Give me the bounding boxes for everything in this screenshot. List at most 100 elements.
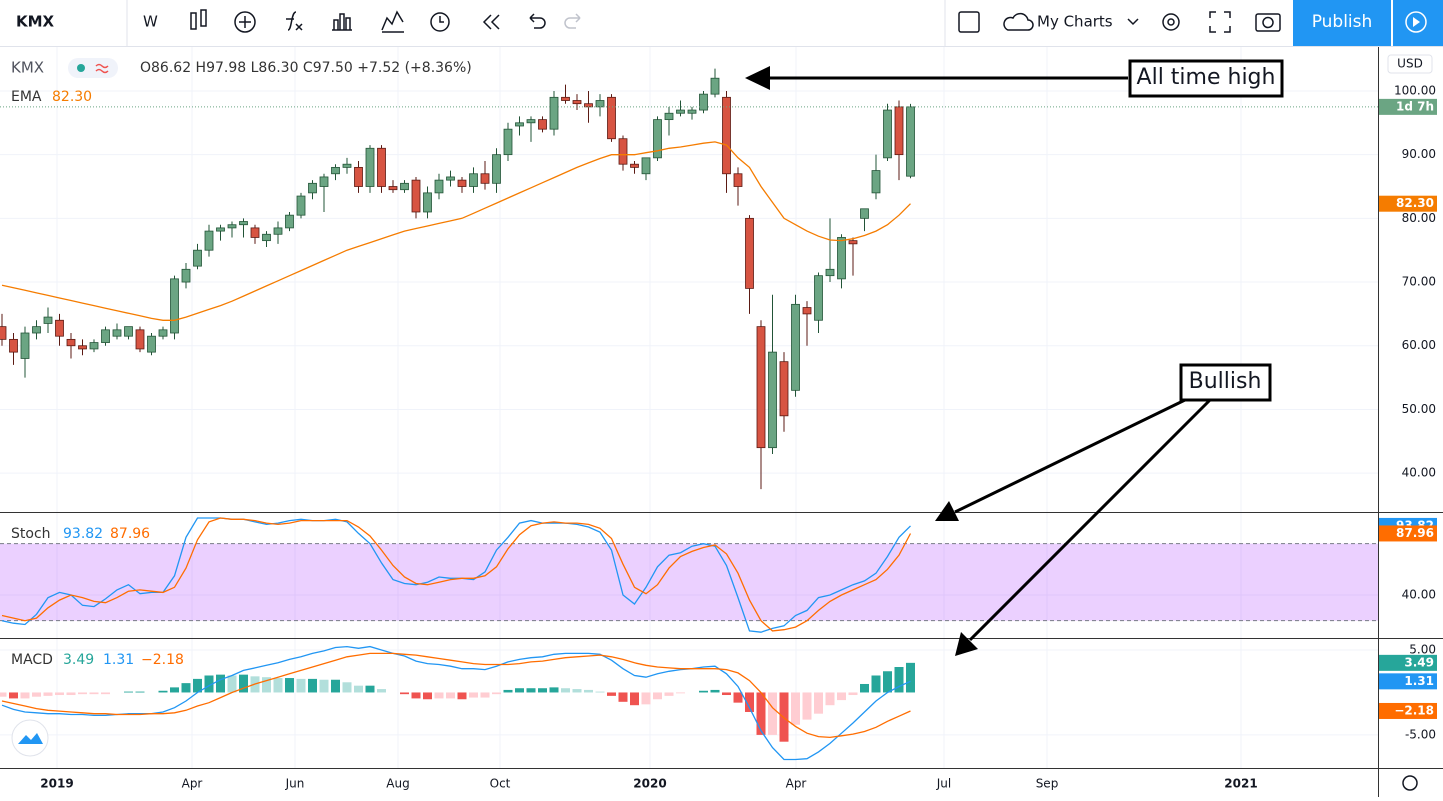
toolbar-bg [0, 0, 1443, 46]
candle-body [388, 186, 398, 191]
redo-icon[interactable] [564, 13, 581, 29]
histogram-bar [572, 689, 582, 693]
publish-button[interactable] [1293, 0, 1391, 46]
x-tick-label: Jul [936, 777, 951, 791]
macd-hist-value: 3.49 [63, 652, 94, 668]
settings-icon[interactable] [1162, 13, 1180, 31]
templates-icon[interactable] [381, 10, 404, 33]
symbol[interactable]: KMX [16, 13, 55, 31]
legend-symbol: KMX [11, 59, 44, 77]
currency-box[interactable] [1387, 54, 1433, 74]
candle-body [653, 119, 662, 159]
candle-body [538, 119, 547, 130]
candle-body [32, 326, 41, 334]
candle-body [894, 106, 904, 156]
y-tick-label: 70.00 [1402, 275, 1436, 289]
histogram-bar [641, 692, 651, 705]
candle-body [641, 157, 651, 175]
candle-body [848, 240, 858, 245]
y-tick-label: 40.00 [1402, 588, 1436, 602]
histogram-bar [0, 692, 7, 697]
histogram-bar [227, 675, 237, 693]
candle-body [745, 217, 754, 289]
x-tick-label: 2021 [1224, 777, 1257, 791]
x-tick-label: Oct [490, 777, 511, 791]
layout-name[interactable]: My Charts [1037, 13, 1113, 31]
ema-line [1, 141, 911, 321]
candle-body [112, 329, 122, 337]
legend: KMX O86.62 H97.98 L86.30 C97.50 +7.52 (+… [11, 58, 472, 757]
axes: USD 2019 Apr Jun Aug Oct 2020 Apr Jul Sep 2021 40.… [0, 47, 1443, 797]
ema-legend-value: 82.30 [52, 89, 92, 105]
annotation-arrow [954, 398, 1186, 514]
candle-body [250, 227, 260, 238]
annotation-box[interactable] [1128, 59, 1284, 98]
toolbar-icons [190, 9, 1281, 33]
x-tick-label: Sep [1036, 777, 1059, 791]
undo-icon[interactable] [529, 13, 546, 29]
candle-body [89, 342, 99, 350]
snapshot-icon[interactable] [1255, 13, 1281, 32]
logo[interactable] [11, 719, 49, 757]
y-tick-label: 80.00 [1402, 211, 1436, 225]
candle-body [722, 96, 731, 175]
y-tick-label: 50.00 [1402, 402, 1436, 416]
histogram-bar [457, 692, 467, 700]
price-axis-bg [1378, 47, 1443, 797]
status-wave [95, 63, 109, 74]
dropdown-icon[interactable] [1127, 18, 1139, 26]
histogram-bar [9, 692, 18, 699]
hist-badge: 3.49 [1404, 655, 1434, 669]
stoch-line [1, 517, 912, 632]
annotation-box[interactable] [1179, 363, 1272, 402]
y-tick-label: 40.00 [1402, 466, 1436, 480]
candle-body [480, 173, 490, 184]
candle-icon[interactable] [200, 9, 207, 27]
logo-mark [18, 733, 43, 744]
publish-label[interactable]: Publish [1312, 12, 1373, 32]
histogram-bar [814, 692, 823, 714]
histogram-bar [883, 671, 892, 693]
annotation-text: All time high [1137, 65, 1276, 90]
candle-body [469, 173, 478, 187]
alert-hands [439, 16, 444, 23]
macd-badge-bg [1379, 673, 1437, 690]
axis-settings[interactable] [1402, 775, 1418, 791]
candle-body [400, 182, 409, 191]
layout-icon[interactable] [958, 11, 980, 33]
histogram-bar [480, 692, 490, 698]
annotations: All time high Bullish [745, 59, 1284, 656]
candle-body [503, 128, 513, 156]
interval[interactable]: W [143, 13, 158, 31]
histogram-bar [733, 692, 743, 703]
fx-icon[interactable] [286, 11, 303, 31]
histogram-bar [55, 692, 64, 696]
annotation-arrow [968, 398, 1212, 642]
histogram-bar [894, 667, 904, 693]
candle-body [20, 332, 30, 359]
ema-badge: 82.30 [1396, 196, 1434, 210]
candle-body [492, 154, 501, 184]
add-icon[interactable] [234, 11, 256, 33]
fullscreen-icon[interactable] [1209, 11, 1231, 33]
macd-signal-value: −2.18 [141, 652, 184, 668]
x-tick-label: 2019 [40, 777, 73, 791]
bars-icon[interactable] [332, 13, 352, 31]
candle-body [837, 237, 846, 280]
histogram-bar [170, 687, 179, 693]
alert-icon[interactable] [430, 12, 450, 32]
candle-body [572, 100, 582, 105]
histogram-bar [618, 692, 628, 702]
stoch-badge-bg [1379, 525, 1437, 542]
ema-badge-bg [1379, 195, 1437, 212]
candle-body [630, 163, 639, 168]
ema-legend: EMA [11, 89, 42, 105]
cloud-icon[interactable] [1003, 12, 1034, 31]
settings-center [1167, 18, 1175, 26]
macd-legend: MACD [11, 652, 53, 668]
histogram-bar [181, 683, 191, 693]
candle-body [883, 109, 892, 159]
replay-icon[interactable] [482, 14, 500, 30]
candle-icon[interactable] [190, 12, 197, 30]
